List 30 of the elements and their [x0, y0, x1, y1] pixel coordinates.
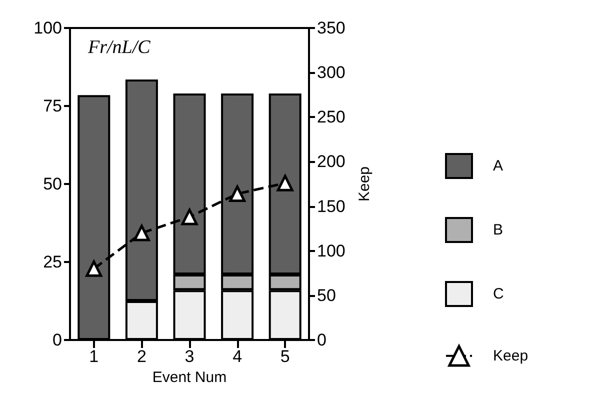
y-tick-label: 0	[52, 330, 62, 350]
y-tick-label: 100	[34, 18, 62, 38]
annotation: Fr/nL/C	[87, 37, 151, 58]
point	[276, 174, 294, 192]
x-tick-label: 5	[280, 347, 290, 366]
legend-label: A	[493, 158, 504, 174]
point	[86, 260, 102, 277]
y2-tick-label: 0	[317, 330, 326, 350]
y2-tick-label: 100	[317, 241, 346, 260]
x-tick-label: 2	[136, 347, 146, 366]
y2-tick-label: 350	[317, 18, 346, 38]
y-tick-label: 75	[43, 96, 62, 116]
x-tick-label: 3	[184, 347, 194, 366]
x-tick-label: 1	[89, 347, 99, 366]
x-tick-label: 4	[232, 347, 242, 366]
x-axis-title: Event Num	[152, 369, 227, 386]
y2-axis-title: Keep	[356, 166, 373, 202]
point	[181, 208, 198, 226]
y2-tick-label: 300	[317, 63, 346, 82]
y2-tick-label: 200	[317, 152, 346, 172]
point	[133, 224, 150, 242]
y2-tick-label: 150	[317, 196, 346, 216]
legend-label: B	[493, 222, 504, 238]
legend-label: C	[493, 286, 504, 302]
y2-tick-label: 250	[317, 108, 346, 127]
y-tick-label: 50	[43, 174, 62, 194]
legend-label: Keep	[493, 347, 528, 364]
y-tick-label: 25	[43, 252, 62, 272]
y2-tick-label: 50	[317, 286, 336, 305]
point	[229, 186, 246, 202]
